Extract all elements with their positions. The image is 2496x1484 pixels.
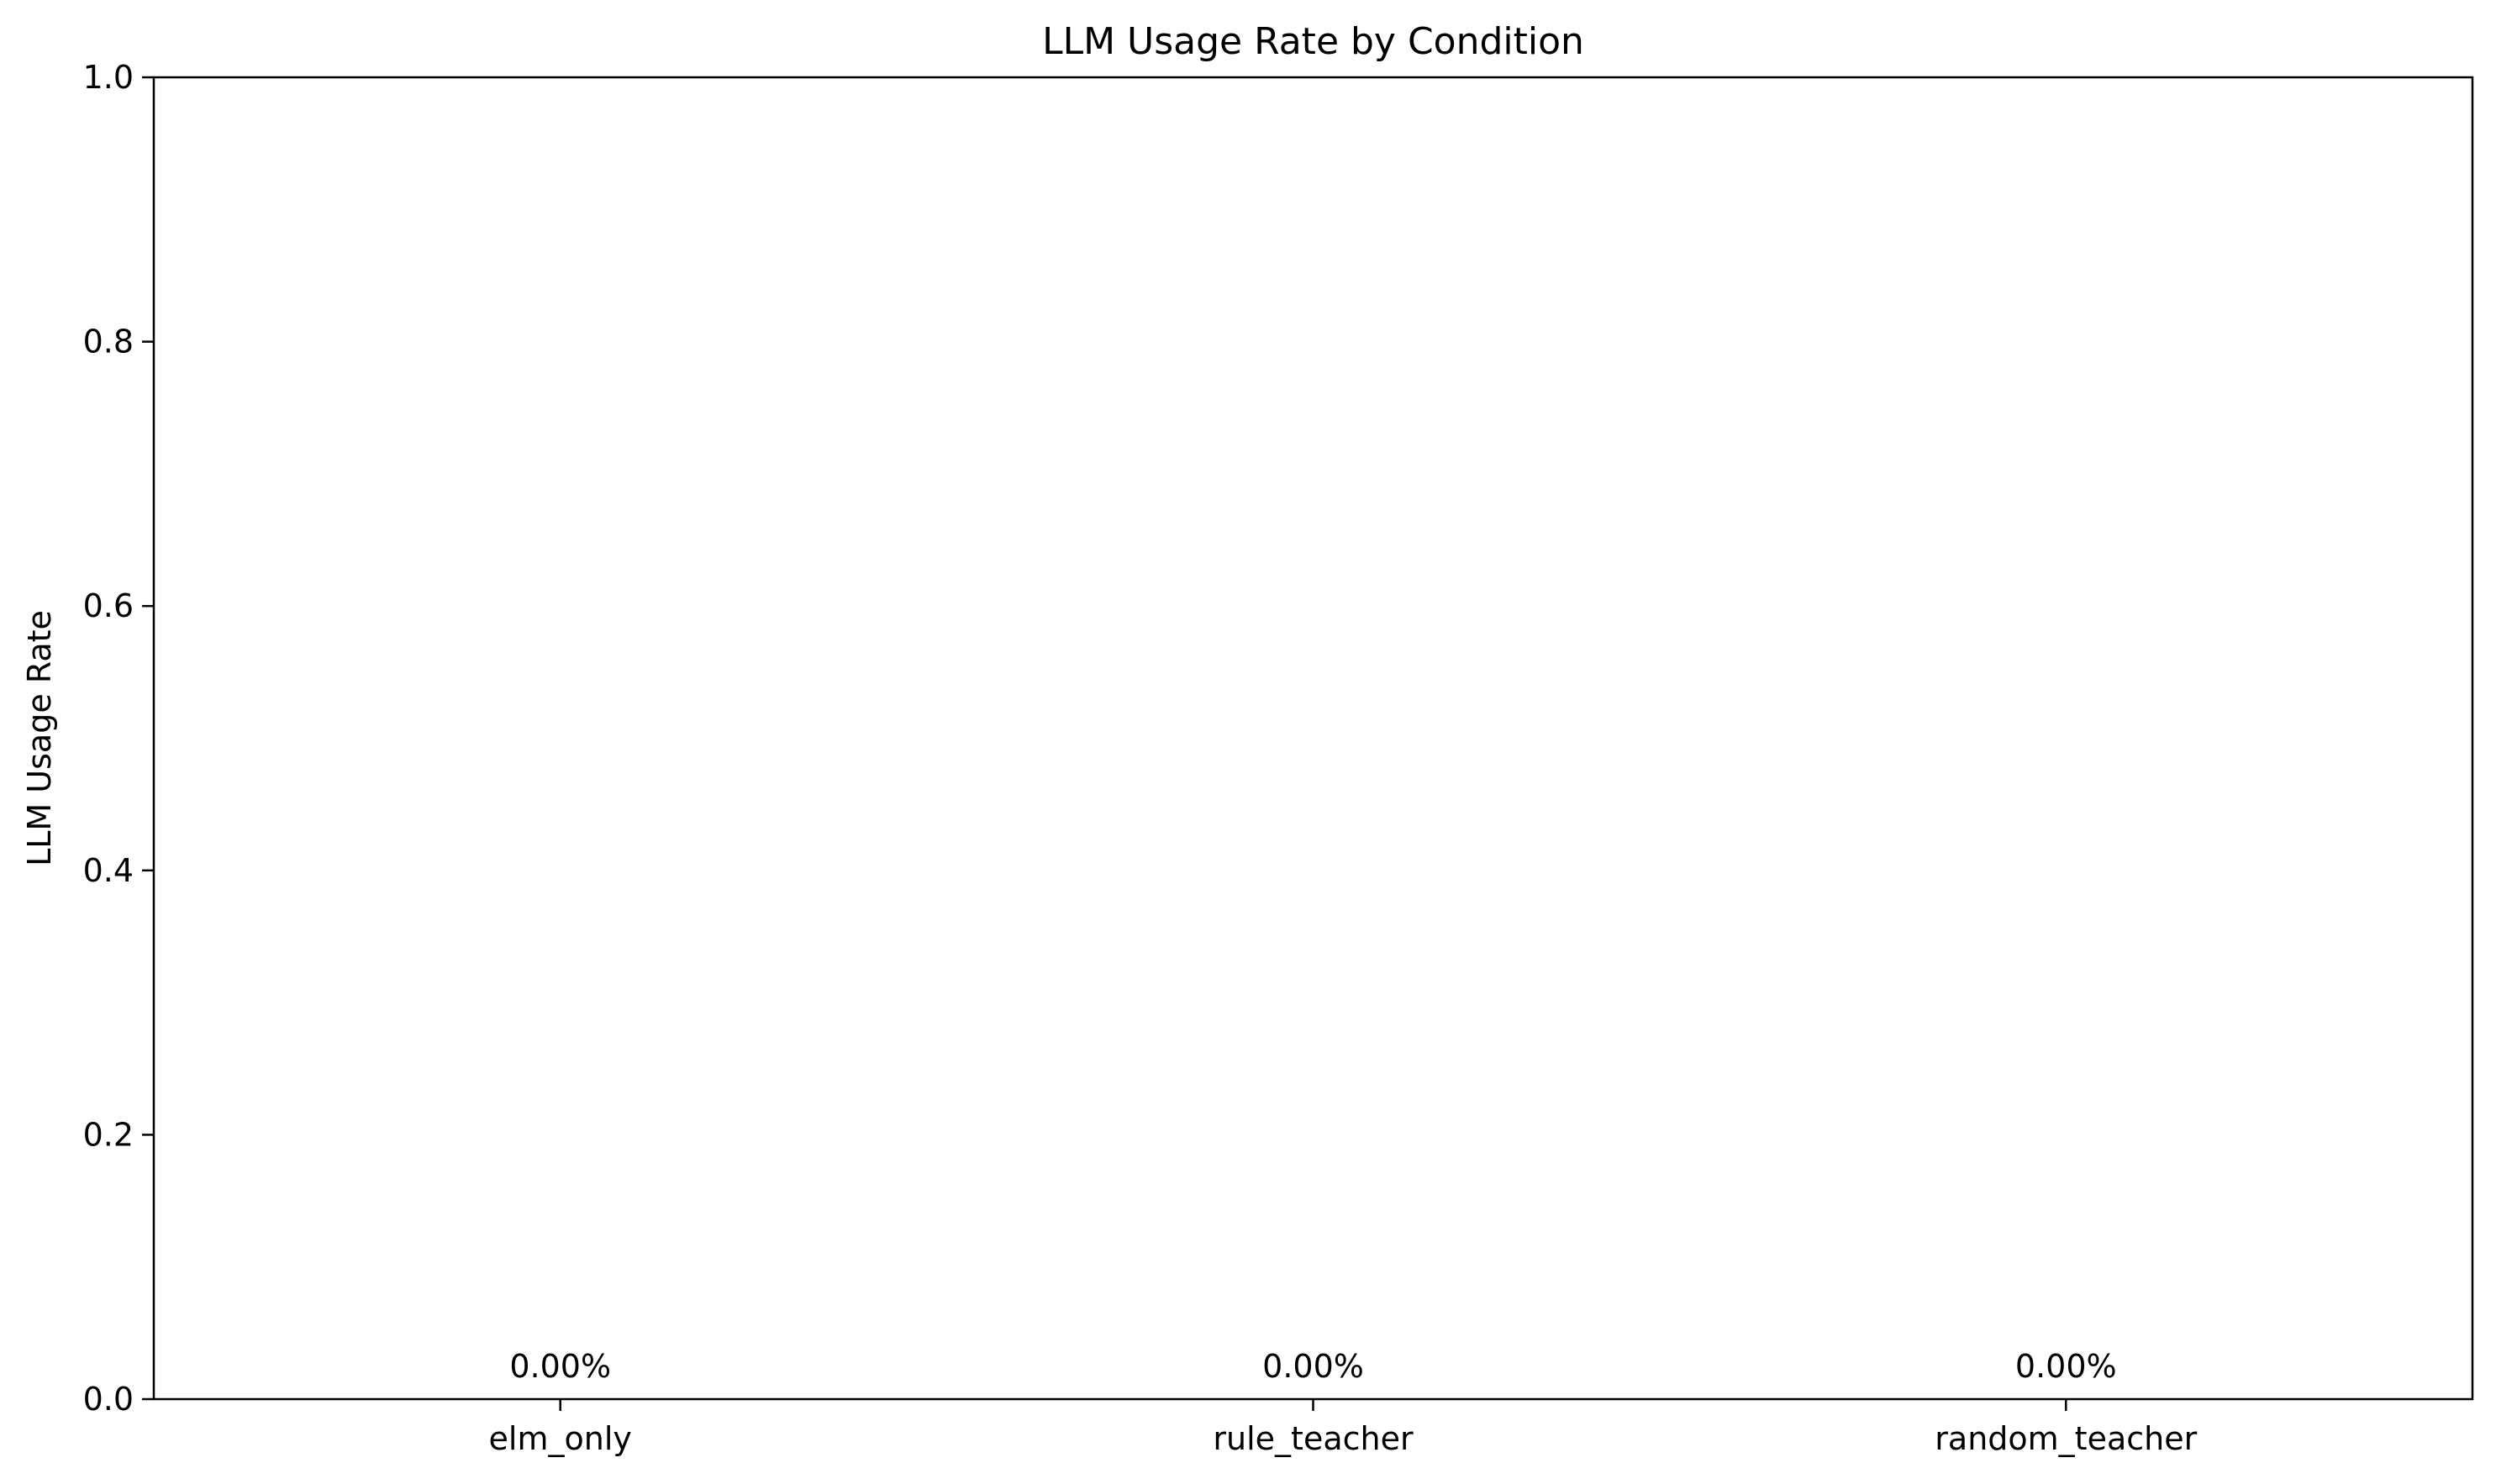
data-label-random-teacher: 0.00% xyxy=(2015,1348,2117,1385)
y-tick-label: 0.0 xyxy=(83,1381,134,1418)
y-tick-label: 0.8 xyxy=(83,324,134,360)
y-tick-label: 1.0 xyxy=(83,59,134,96)
y-tick-label: 0.4 xyxy=(83,852,134,889)
data-label-rule-teacher: 0.00% xyxy=(1262,1348,1364,1385)
y-tick-label: 0.6 xyxy=(83,587,134,624)
plot-area xyxy=(154,77,2472,1399)
x-tick-label: rule_teacher xyxy=(1213,1420,1414,1457)
x-tick-label: elm_only xyxy=(489,1420,632,1457)
x-axis: elm_only rule_teacher random_teacher xyxy=(489,1399,2198,1457)
data-label-elm-only: 0.00% xyxy=(509,1348,611,1385)
y-axis: 0.0 0.2 0.4 0.6 0.8 1.0 xyxy=(83,59,154,1418)
y-axis-label: LLM Usage Rate xyxy=(21,610,58,866)
chart-title: LLM Usage Rate by Condition xyxy=(1042,20,1584,63)
data-labels-group: 0.00% 0.00% 0.00% xyxy=(509,1348,2116,1385)
x-tick-label: random_teacher xyxy=(1935,1420,2197,1457)
y-tick-label: 0.2 xyxy=(83,1116,134,1153)
plot-frame xyxy=(152,76,2474,1401)
